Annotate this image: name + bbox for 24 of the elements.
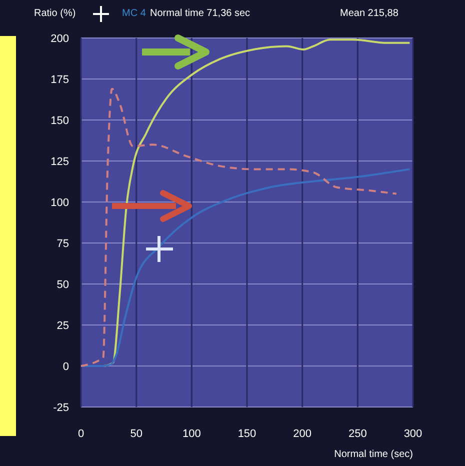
y-tick-label: 125: [50, 156, 69, 168]
x-tick-label: 150: [238, 428, 256, 440]
y-tick-label: -25: [53, 402, 69, 414]
y-tick-label: 100: [50, 197, 69, 209]
y-tick-label: 50: [56, 279, 69, 291]
x-tick-label: 0: [78, 428, 84, 440]
x-tick-label: 300: [404, 428, 422, 440]
text: Normal time 71,36 sec: [150, 8, 250, 19]
text: MC 4: [122, 8, 146, 19]
x-axis-title: Normal time (sec): [334, 449, 413, 460]
y-axis-title: Ratio (%): [34, 8, 76, 19]
x-tick-label: 250: [348, 428, 367, 440]
y-tick-label: 175: [50, 74, 69, 86]
y-tick-label: 150: [50, 115, 69, 127]
y-tick-label: 0: [62, 361, 69, 373]
line-series: [80, 168, 411, 367]
x-tick-label: 200: [293, 428, 312, 440]
x-tick-label: 50: [130, 428, 142, 440]
line-series: [80, 88, 398, 367]
text: Mean 215,88: [340, 8, 399, 19]
y-tick-label: 25: [56, 320, 69, 332]
x-tick-label: 100: [182, 428, 201, 440]
y-tick-label: 200: [50, 33, 69, 45]
y-tick-label: 75: [56, 238, 69, 250]
